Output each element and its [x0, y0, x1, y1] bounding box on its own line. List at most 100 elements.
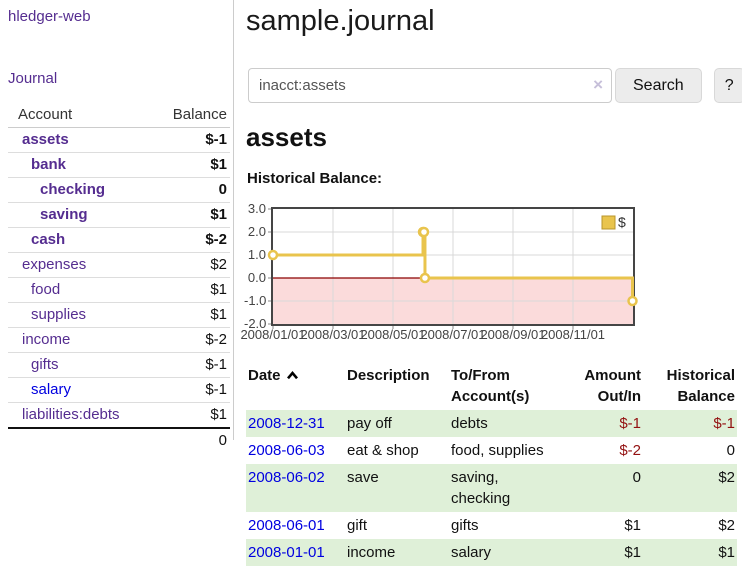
transaction-date-link[interactable]: 2008-12-31 — [248, 415, 325, 432]
accounts-table: Account Balance assets $-1 bank $1 checking 0… — [8, 103, 230, 453]
account-row: cash $-2 — [8, 227, 230, 253]
account-link[interactable]: salary — [31, 381, 72, 398]
account-link[interactable]: income — [22, 331, 71, 348]
account-link[interactable]: bank — [31, 156, 67, 173]
account-row: bank $1 — [8, 152, 230, 178]
sort-up-icon — [286, 365, 299, 386]
y-axis-tick-label: 1.0 — [247, 247, 266, 262]
y-axis-tick-label: -1.0 — [244, 293, 267, 308]
x-axis-tick-label: 2008/07/01 — [420, 327, 486, 342]
transaction-date-link[interactable]: 2008-06-03 — [248, 442, 325, 459]
column-header-accounts[interactable]: To/From Account(s) — [451, 367, 530, 405]
transaction-balance: $2 — [643, 464, 737, 512]
account-row: supplies $1 — [8, 302, 230, 328]
transaction-accounts: food, supplies — [451, 442, 544, 459]
clear-search-icon[interactable]: × — [593, 75, 603, 94]
svg-text:$: $ — [618, 214, 626, 230]
accounts-total-value: 0 — [147, 427, 230, 453]
chart-heading: Historical Balance: — [247, 170, 383, 187]
column-header-description[interactable]: Description — [347, 367, 430, 384]
account-balance: $1 — [210, 406, 227, 423]
account-link[interactable]: checking — [40, 181, 106, 198]
account-balance: $1 — [147, 302, 230, 328]
search-input[interactable] — [248, 68, 612, 103]
app-title-link[interactable]: hledger-web — [8, 8, 91, 25]
y-axis-tick-label: 0.0 — [247, 270, 266, 285]
column-header-amount[interactable]: Amount Out/In — [584, 367, 641, 405]
account-link[interactable]: food — [31, 281, 61, 298]
account-row: gifts $-1 — [8, 352, 230, 378]
search-button[interactable]: Search — [615, 68, 702, 103]
search-bar: × Search ? — [248, 68, 742, 103]
x-axis-tick-label: 2008/03/01 — [300, 327, 366, 342]
transaction-date-link[interactable]: 2008-01-01 — [248, 544, 325, 561]
account-balance: $-2 — [147, 327, 230, 353]
transaction-balance: $2 — [718, 517, 735, 534]
balance-chart: $3.0 2.0 1.0 0.0 -1.0 -2.0 2008/01/01 2008/03/0… — [240, 202, 642, 354]
transaction-description: save — [345, 464, 449, 512]
transaction-description: income — [345, 539, 449, 566]
account-row: checking 0 — [8, 177, 230, 203]
account-row: saving $1 — [8, 202, 230, 228]
accounts-header-row: Account Balance — [8, 103, 230, 128]
x-axis-tick-label: 2008/05/01 — [360, 327, 426, 342]
account-row: expenses $2 — [8, 252, 230, 278]
x-axis-tick-label: 2008/09/01 — [480, 327, 546, 342]
transaction-row: 2008-06-02 save saving, checking 0 $2 — [246, 464, 737, 512]
y-axis-tick-label: -2.0 — [244, 316, 267, 331]
column-header-date[interactable]: Date — [246, 362, 345, 410]
transaction-amount: $1 — [553, 539, 643, 566]
account-row: income $-2 — [8, 327, 230, 353]
page-title: sample.journal — [246, 5, 435, 37]
transaction-amount: $-2 — [619, 442, 641, 459]
account-row: assets $-1 — [8, 127, 230, 153]
account-balance: $1 — [147, 277, 230, 303]
chart-canvas: $ — [267, 207, 638, 329]
transaction-date-link[interactable]: 2008-06-01 — [248, 517, 325, 534]
account-balance: $1 — [147, 152, 230, 178]
account-link[interactable]: supplies — [31, 306, 87, 323]
account-balance: $2 — [147, 252, 230, 278]
account-balance: $-2 — [147, 227, 230, 253]
account-link[interactable]: assets — [22, 131, 69, 148]
transaction-amount: $-1 — [553, 410, 643, 437]
account-balance: $1 — [147, 202, 230, 228]
accounts-header-account: Account — [8, 103, 148, 128]
sidebar-item-journal[interactable]: Journal — [8, 70, 58, 87]
sidebar-divider — [233, 0, 234, 440]
transaction-description: eat & shop — [347, 442, 419, 459]
account-link[interactable]: liabilities:debts — [22, 406, 120, 423]
transactions-header-row: Date Description To/From Account(s) Amou… — [246, 362, 737, 410]
transaction-amount: 0 — [553, 464, 643, 512]
transactions-table: Date Description To/From Account(s) Amou… — [246, 362, 737, 566]
transaction-row: 2008-01-01 income salary $1 $1 — [246, 539, 737, 566]
x-axis-tick-label: 2008/01/01 — [240, 327, 306, 342]
transaction-date-link[interactable]: 2008-06-02 — [248, 469, 325, 486]
transaction-balance: $-1 — [643, 410, 737, 437]
transaction-row: 2008-06-01 gift gifts $1 $2 — [246, 512, 737, 539]
transaction-accounts: debts — [449, 410, 553, 437]
transaction-balance: $1 — [643, 539, 737, 566]
account-link[interactable]: expenses — [22, 256, 87, 273]
account-balance: $-1 — [147, 127, 230, 153]
account-row: liabilities:debts $1 — [8, 403, 230, 429]
help-button[interactable]: ? — [713, 68, 742, 103]
transaction-amount: $1 — [624, 517, 641, 534]
transaction-balance: 0 — [726, 442, 735, 459]
transaction-description: pay off — [345, 410, 449, 437]
accounts-total-row: 0 — [8, 427, 230, 453]
x-axis-tick-label: 2008/11/01 — [540, 327, 606, 342]
account-link[interactable]: saving — [40, 206, 88, 223]
account-row: salary $-1 — [8, 377, 230, 403]
account-balance: 0 — [147, 177, 230, 203]
account-balance: $-1 — [147, 377, 230, 403]
account-link[interactable]: gifts — [31, 356, 59, 373]
column-header-balance[interactable]: Historical Balance — [666, 367, 735, 405]
transaction-row: 2008-12-31 pay off debts $-1 $-1 — [246, 410, 737, 437]
transaction-description: gift — [347, 517, 368, 534]
transaction-accounts: gifts — [451, 517, 479, 534]
y-axis-tick-label: 2.0 — [247, 224, 266, 239]
accounts-header-balance: Balance — [147, 103, 230, 128]
account-link[interactable]: cash — [31, 231, 66, 248]
transaction-accounts: saving, checking — [449, 464, 553, 512]
